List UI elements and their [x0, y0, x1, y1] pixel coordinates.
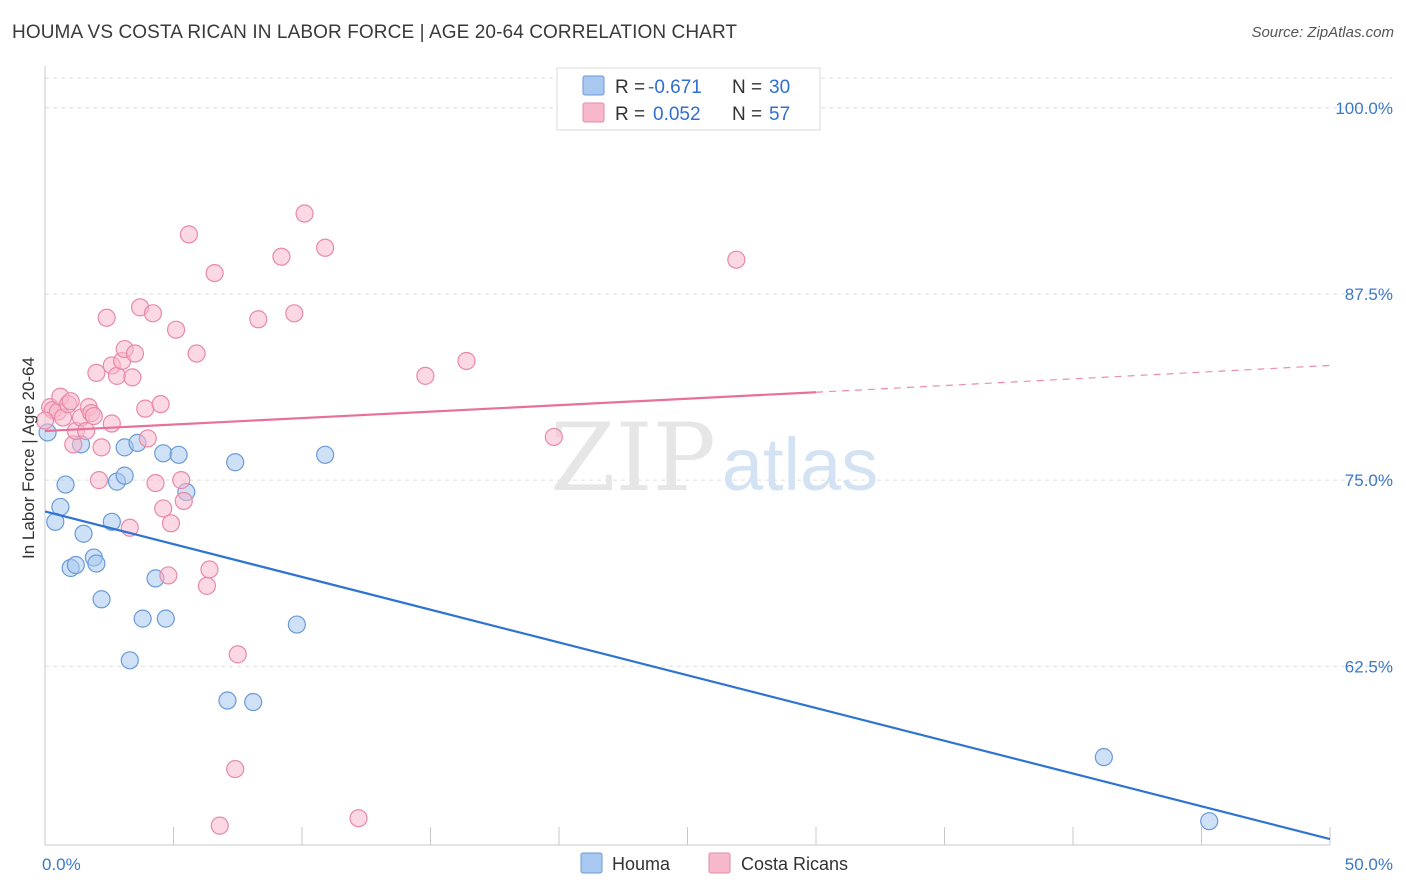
legend-costa-n-value: 57: [769, 104, 790, 125]
axes: 62.5% 75.0% 87.5% 100.0% 0.0% 50.0%: [42, 66, 1393, 874]
legend-costa-swatch: [582, 102, 605, 123]
costa-rican-point: [138, 429, 157, 448]
legend-costa-r-label: R =: [615, 104, 645, 125]
costa-rican-point: [154, 499, 173, 518]
bottom-legend-houma-label: Houma: [612, 854, 671, 874]
bottom-legend-costa-label: Costa Ricans: [741, 854, 848, 874]
houma-point: [115, 466, 134, 485]
watermark-zip: ZIP: [550, 404, 716, 513]
costa-rican-point: [457, 351, 476, 371]
costa-rican-point: [210, 816, 229, 835]
costa-rican-point: [172, 471, 191, 490]
legend-houma-r-label: R =: [615, 77, 645, 98]
costa-rican-point: [205, 264, 224, 283]
y-tick-label: 75.0%: [1345, 471, 1393, 490]
costa-rican-point: [316, 238, 335, 257]
gridlines: [45, 77, 1392, 667]
costa-rican-point: [544, 427, 563, 447]
trend-lines: [44, 364, 1331, 841]
costa-rican-point: [102, 414, 121, 433]
bottom-legend: Houma Costa Ricans: [580, 852, 848, 874]
costa-rican-point: [97, 308, 116, 327]
costa-rican-point: [143, 304, 163, 323]
costa-rican-point: [416, 366, 435, 385]
y-tick-label: 87.5%: [1345, 285, 1393, 304]
costa-rican-point: [92, 438, 111, 457]
houma-point: [316, 445, 335, 464]
houma-point: [66, 555, 85, 575]
costa-rican-point: [84, 406, 103, 426]
y-axis-label: In Labor Force | Age 20-64: [19, 357, 38, 559]
costa-rican-trend-extension: [815, 364, 1331, 393]
costa-rican-point: [89, 471, 109, 490]
source-label: Source: ZipAtlas.com: [1251, 24, 1394, 41]
watermark: ZIP atlas: [550, 404, 878, 513]
costa-rican-point: [187, 344, 206, 363]
legend-costa-r-value: 0.052: [653, 104, 701, 125]
costa-rican-point: [125, 344, 145, 363]
costa-rican-point: [249, 310, 268, 329]
y-tick-label: 62.5%: [1345, 657, 1393, 676]
x-tick-label-max: 50.0%: [1345, 855, 1393, 874]
costa-rican-point: [151, 395, 170, 414]
chart-title: HOUMA VS COSTA RICAN IN LABOR FORCE | AG…: [12, 22, 738, 43]
bottom-legend-costa-swatch: [708, 852, 731, 874]
costa-rican-point: [179, 225, 199, 244]
costa-rican-point: [87, 363, 106, 382]
houma-trend-line: [44, 510, 1331, 841]
costa-rican-point: [61, 392, 80, 411]
bottom-legend-houma-swatch: [580, 852, 603, 874]
costa-rican-point: [136, 399, 155, 418]
costa-rican-trend-line: [44, 391, 817, 433]
costa-rican-point: [727, 250, 746, 269]
y-tick-label: 100.0%: [1335, 99, 1393, 118]
costa-rican-point: [123, 368, 142, 387]
costa-rican-point: [272, 247, 291, 266]
costa-rican-point: [349, 809, 368, 828]
houma-point: [1094, 748, 1113, 767]
houma-point: [156, 609, 175, 628]
costa-rican-point: [146, 473, 165, 493]
houma-point: [87, 554, 106, 573]
houma-point: [1200, 812, 1219, 831]
watermark-atlas: atlas: [722, 423, 878, 506]
legend-houma-swatch: [582, 75, 605, 96]
houma-point: [133, 609, 152, 628]
costa-rican-point: [226, 759, 245, 779]
x-tick-label-min: 0.0%: [42, 855, 81, 874]
costa-rican-point: [166, 320, 186, 339]
costa-rican-point: [161, 514, 181, 533]
costa-rican-point: [285, 304, 304, 323]
costa-rican-point: [174, 491, 193, 511]
houma-point: [226, 453, 245, 472]
legend-houma-n-label: N =: [732, 77, 762, 98]
costa-rican-point: [200, 560, 219, 579]
legend-houma-n-value: 30: [769, 77, 790, 98]
legend: R = -0.671 N = 30 R = 0.052 N = 57: [556, 67, 821, 131]
costa-rican-point: [77, 421, 96, 441]
houma-point: [120, 651, 139, 670]
costa-rican-point: [35, 411, 55, 430]
legend-houma-r-value: -0.671: [648, 77, 702, 98]
houma-point: [169, 445, 188, 464]
costa-rican-point: [295, 204, 314, 223]
houma-point: [244, 692, 263, 712]
houma-point: [287, 615, 306, 634]
houma-point: [102, 512, 121, 531]
houma-point: [218, 691, 237, 710]
houma-point: [154, 444, 173, 463]
houma-point: [92, 590, 111, 609]
costa-rican-point: [159, 566, 178, 585]
houma-point: [56, 475, 75, 494]
legend-costa-n-label: N =: [732, 104, 762, 125]
costa-rican-point: [228, 645, 247, 664]
costa-rican-point: [197, 576, 217, 595]
houma-point: [74, 524, 93, 543]
data-points: [35, 204, 1219, 835]
